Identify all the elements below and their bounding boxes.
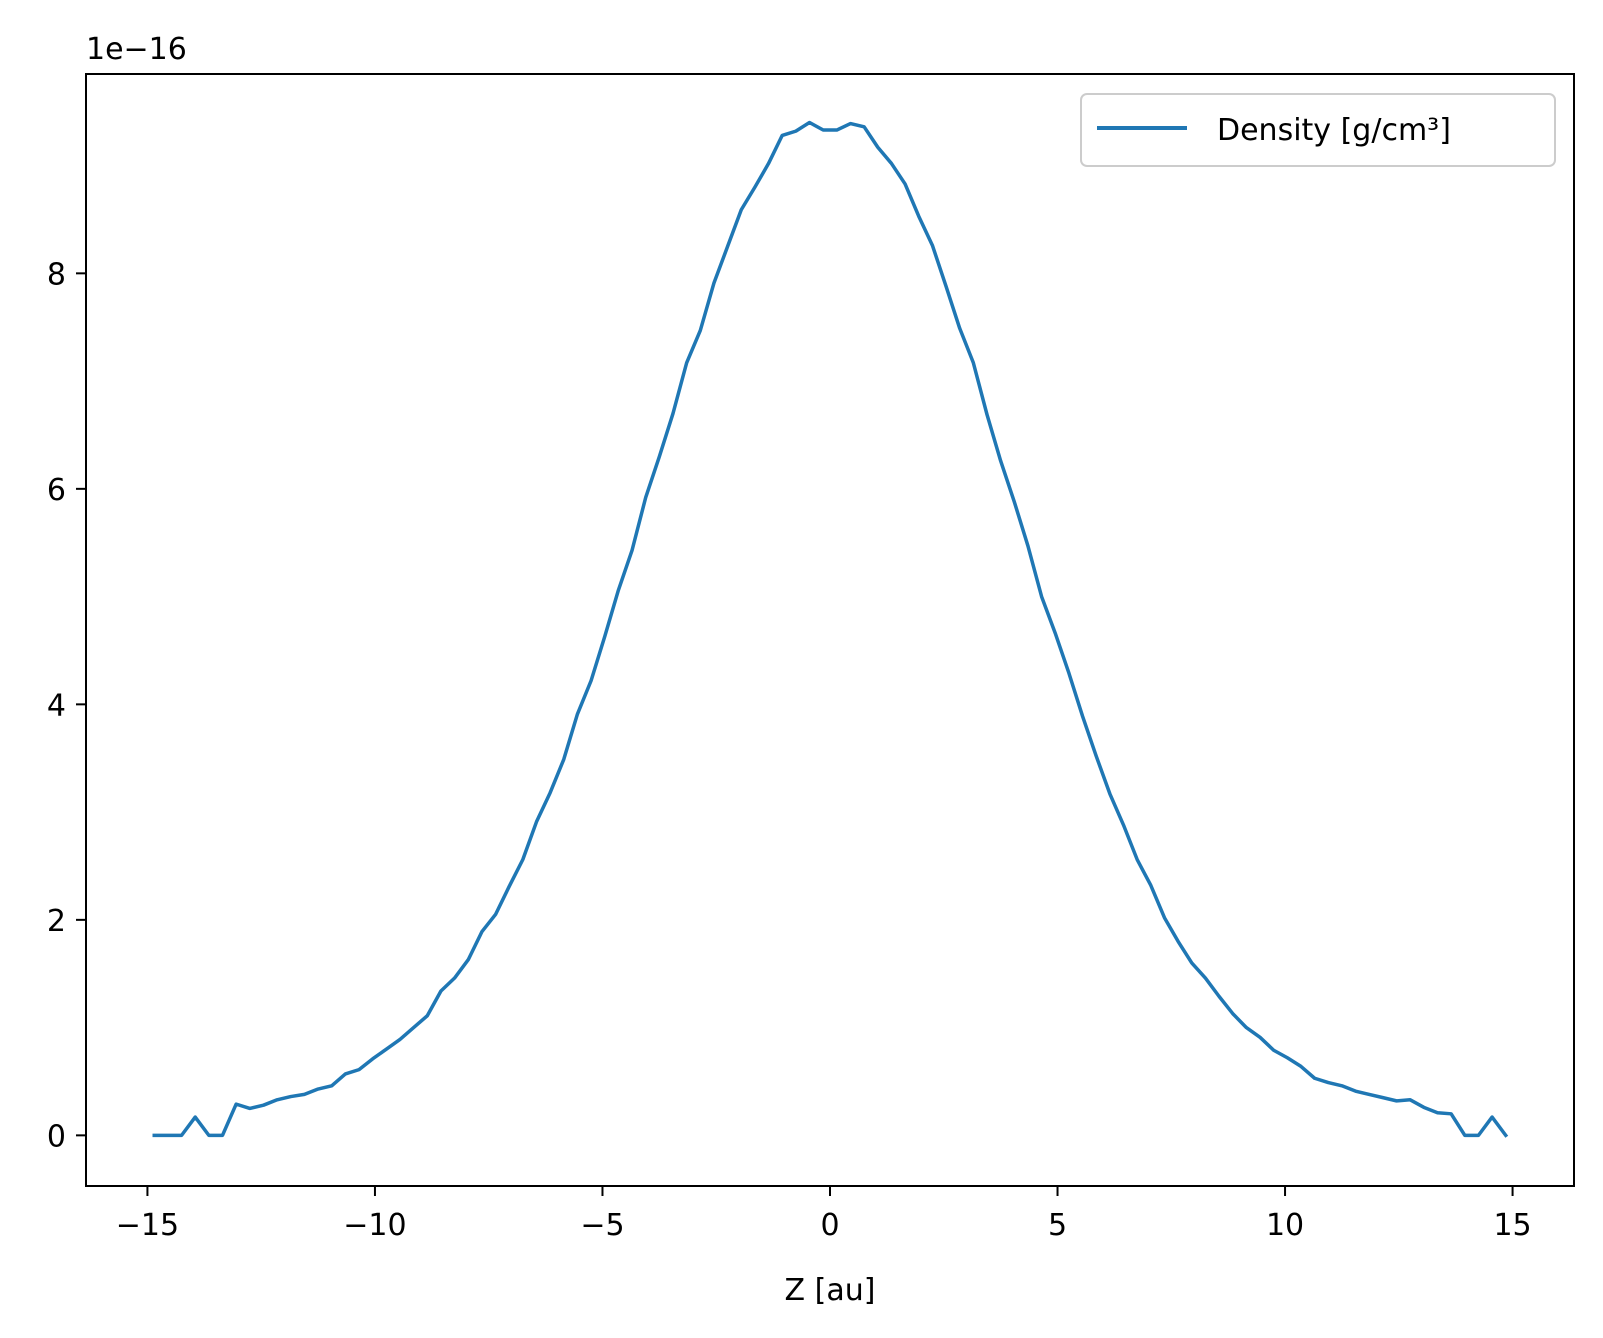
y-tick-label: 8 — [47, 257, 66, 292]
density-series-line — [152, 120, 1509, 1138]
plot-area — [86, 74, 1574, 1186]
x-axis-label: Z [au] — [785, 1273, 876, 1308]
series-layer — [152, 120, 1509, 1138]
x-tick-label: −15 — [116, 1208, 179, 1243]
legend-label-density: Density [g/cm³] — [1217, 113, 1451, 148]
legend: Density [g/cm³] — [1080, 93, 1556, 167]
x-tick-label: 10 — [1266, 1208, 1304, 1243]
y-tick-label: 0 — [47, 1119, 66, 1154]
x-tick-label: −5 — [580, 1208, 624, 1243]
y-tick-label: 4 — [47, 688, 66, 723]
legend-box — [1080, 93, 1556, 167]
x-tick-label: 5 — [1048, 1208, 1067, 1243]
y-axis: 0 2 4 6 8 — [47, 257, 86, 1154]
x-tick-label: −10 — [343, 1208, 406, 1243]
y-tick-label: 2 — [47, 904, 66, 939]
x-tick-label: 0 — [820, 1208, 839, 1243]
x-axis: −15 −10 −5 0 5 10 15 — [116, 1186, 1532, 1243]
x-tick-label: 15 — [1493, 1208, 1531, 1243]
y-offset-label: 1e−16 — [86, 32, 187, 67]
y-tick-label: 6 — [47, 473, 66, 508]
